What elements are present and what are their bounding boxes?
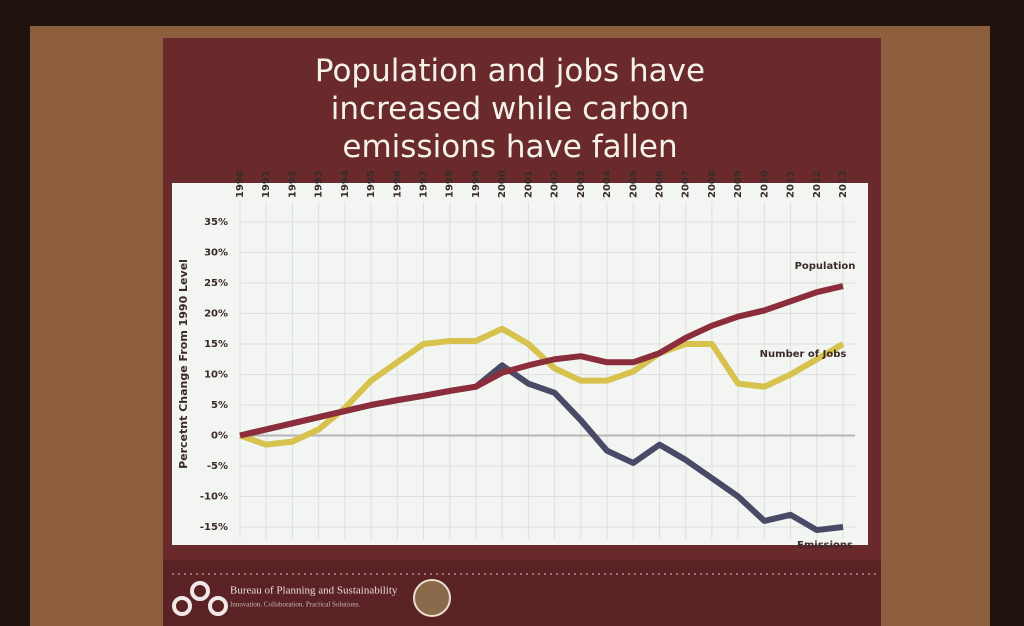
y-tick-label: 15% [204,339,228,350]
x-tick-label: 2002 [550,170,561,198]
x-tick-label: 1994 [340,170,351,198]
x-tick-label: 2009 [733,170,744,198]
x-tick-label: 2013 [838,170,849,198]
x-tick-label: 1993 [314,170,325,198]
seal [413,579,451,617]
y-tick-label: 20% [204,309,228,320]
series-label: Number of Jobs [760,349,847,360]
y-tick-label: 0% [211,431,228,442]
x-tick-label: 1997 [419,170,430,198]
y-tick-label: 35% [204,217,228,228]
x-tick-label: 2001 [523,170,534,198]
x-tick-label: 1995 [366,170,377,198]
series-label: Population [795,261,856,272]
y-tick-label: 25% [204,278,228,289]
y-tick-label: -15% [200,522,228,533]
x-tick-label: 2008 [707,170,718,198]
x-tick-label: 1992 [287,170,298,198]
footer [163,560,881,626]
x-tick-label: 2010 [759,170,770,198]
series-line [239,283,844,439]
x-tick-label: 2005 [628,170,639,198]
x-tick-label: 2003 [576,170,587,198]
y-tick-label: 10% [204,370,228,381]
x-tick-label: 2000 [497,170,508,198]
x-tick-label: 1998 [445,170,456,198]
y-tick-label: -10% [200,492,228,503]
y-tick-label: 30% [204,248,228,259]
x-tick-label: 2011 [786,170,797,198]
y-tick-label: 5% [211,400,228,411]
x-tick-label: 1991 [261,170,272,198]
chart-title: Population and jobs have increased while… [314,53,706,165]
y-axis-label: Percetnt Change From 1990 Level [177,259,190,469]
x-tick-label: 2004 [602,170,613,198]
x-tick-label: 1996 [392,170,403,198]
x-tick-label: 1999 [471,170,482,198]
footer-org: Bureau of Planning and Sustainability [230,585,398,597]
plot-area [172,183,868,545]
y-tick-label: -5% [207,461,228,472]
x-tick-label: 2006 [654,170,665,198]
x-tick-label: 1990 [235,170,246,198]
plot: -15% -10% -5% 0% 5% 10% 15% 20% 25% 30% 35% 1990 199… [200,170,856,551]
series-label: Emissions [797,540,853,551]
footer-tagline: Innovation. Collaboration. Practical Sol… [230,601,361,609]
x-tick-label: 2007 [681,170,692,198]
logo [172,581,228,616]
x-tick-label: 2012 [812,170,823,198]
